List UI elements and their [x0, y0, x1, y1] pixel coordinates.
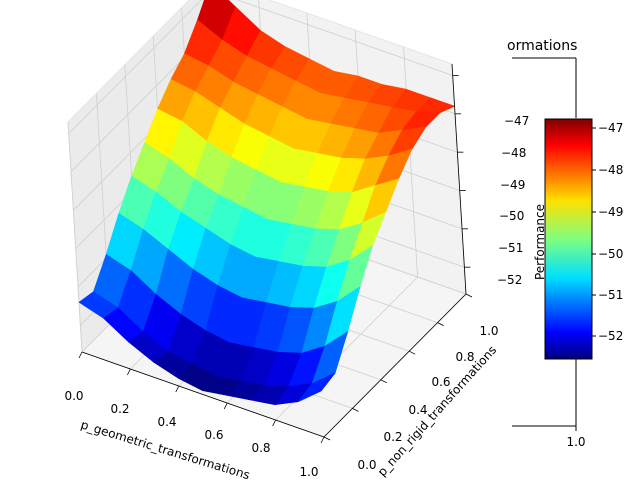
- z-gridline: [68, 0, 453, 134]
- y-gridline: [67, 121, 83, 353]
- y-tick: [409, 350, 416, 355]
- x-tick-labels: 0.0 0.2 0.4 0.6 0.8 1.0: [64, 389, 318, 479]
- y-tick: [352, 408, 359, 412]
- colorbar-tick-labels: −47 −48 −49 −50 −51 −52: [598, 121, 623, 343]
- x-tick-label: 0.4: [157, 415, 176, 429]
- z-tick-label: −51: [498, 241, 523, 255]
- y-tick: [323, 436, 331, 441]
- title-fragment: ormations: [507, 38, 577, 54]
- colorbar-tick-label: −49: [598, 205, 623, 219]
- z-axis-line: [451, 63, 467, 295]
- y-tick: [380, 379, 387, 384]
- x-tick: [127, 368, 131, 376]
- x-tick: [175, 385, 180, 393]
- x-tick-label: 1.0: [299, 465, 318, 479]
- colorbar-tick-label: −52: [598, 329, 623, 343]
- x-tick-label: 0.8: [251, 441, 270, 455]
- inset-axis: [512, 38, 600, 431]
- z-tick-labels: −47 −48 −49 −50 −51 −52: [497, 114, 529, 287]
- axes-lines: [78, 63, 473, 444]
- z-tick-label: −47: [504, 114, 529, 128]
- y-tick-label: 0.2: [383, 430, 402, 444]
- y-tick-label: 1.0: [479, 324, 498, 338]
- y-tick-label: 0.4: [408, 403, 427, 417]
- colorbar-tick-label: −50: [598, 247, 623, 261]
- y-tick: [465, 293, 473, 298]
- colorbar-label: Performance: [533, 204, 547, 280]
- surface-plot: [78, 0, 456, 406]
- y-axis-line: [323, 293, 467, 438]
- colorbar: [544, 118, 593, 360]
- surface-patch: [297, 372, 336, 402]
- y-tick-label: 0.6: [431, 375, 450, 389]
- y-tick-label: 0.8: [455, 350, 474, 364]
- x-axis-line: [81, 351, 325, 438]
- inset-tick-label: 1.0: [566, 435, 585, 449]
- x-tick: [78, 351, 83, 359]
- z-tick-label: −52: [497, 273, 522, 287]
- z-tick-label: −50: [499, 209, 524, 223]
- x-tick-label: 0.0: [64, 389, 83, 403]
- colorbar-tick-label: −48: [598, 163, 623, 177]
- x-tick: [320, 436, 325, 444]
- y-tick: [437, 322, 444, 326]
- x-tick-label: 0.6: [204, 428, 223, 442]
- colorbar-tick-label: −47: [598, 121, 623, 135]
- colorbar-tick-label: −51: [598, 288, 623, 302]
- z-tick-label: −48: [501, 146, 526, 160]
- y-tick-label: 0.0: [357, 458, 376, 472]
- x-tick: [272, 419, 276, 427]
- z-tick-label: −49: [500, 178, 525, 192]
- colorbar-ticks: [592, 127, 596, 337]
- x-tick: [223, 402, 228, 410]
- y-tick-labels: 0.0 0.2 0.4 0.6 0.8 1.0: [357, 324, 498, 472]
- x-tick-label: 0.2: [110, 402, 129, 416]
